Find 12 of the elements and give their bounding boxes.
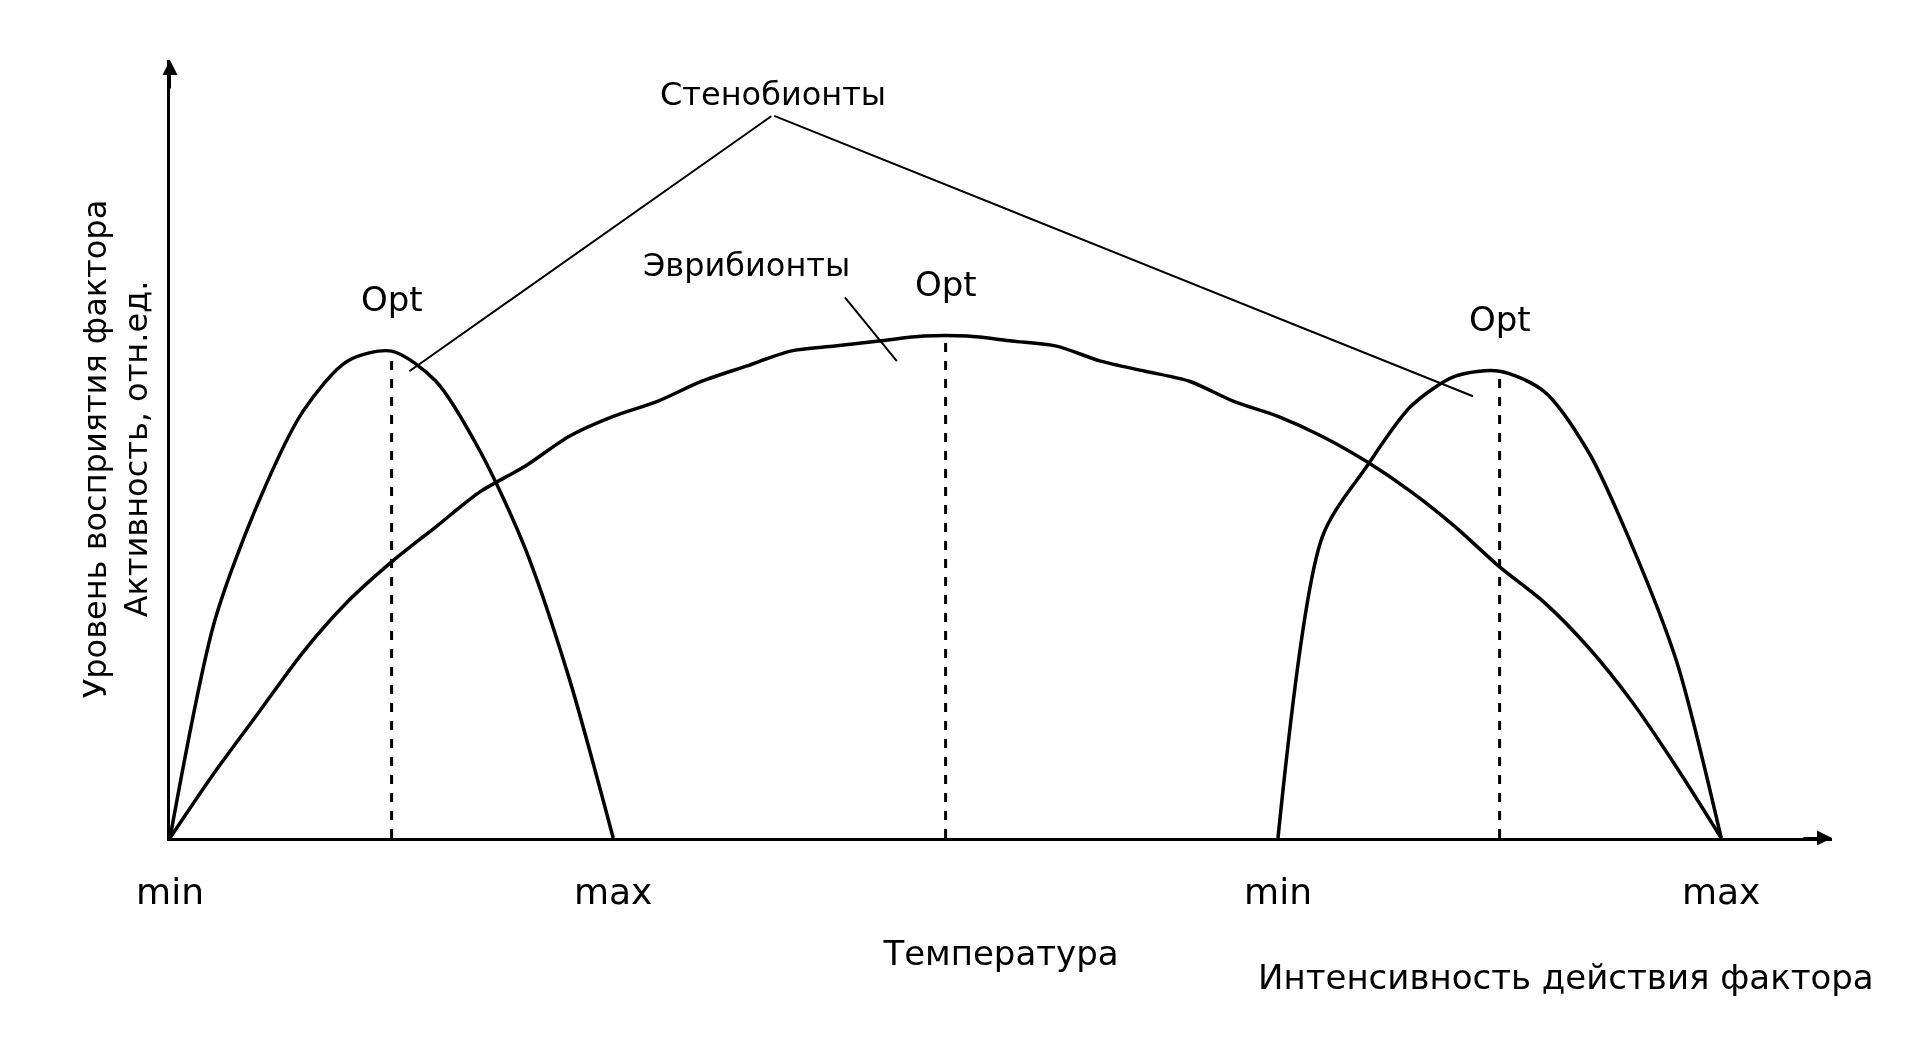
text: Стенобионты bbox=[660, 75, 887, 113]
x-tick-label: min bbox=[1244, 871, 1312, 913]
annotation: Opt bbox=[1469, 299, 1531, 339]
text: Эврибионты bbox=[643, 246, 851, 284]
text: Интенсивность действия фактора bbox=[1258, 957, 1874, 997]
x-tick-label: max bbox=[573, 871, 653, 913]
x-tick-label: max bbox=[1681, 871, 1761, 913]
text: Opt bbox=[361, 279, 423, 319]
y-axis-title: Уровень восприятия фактора Активность, отн.ед. bbox=[75, 199, 156, 699]
text: Opt bbox=[915, 264, 977, 304]
x-axis-title: Температура bbox=[882, 932, 1119, 973]
x-tick-label: min bbox=[136, 871, 204, 913]
